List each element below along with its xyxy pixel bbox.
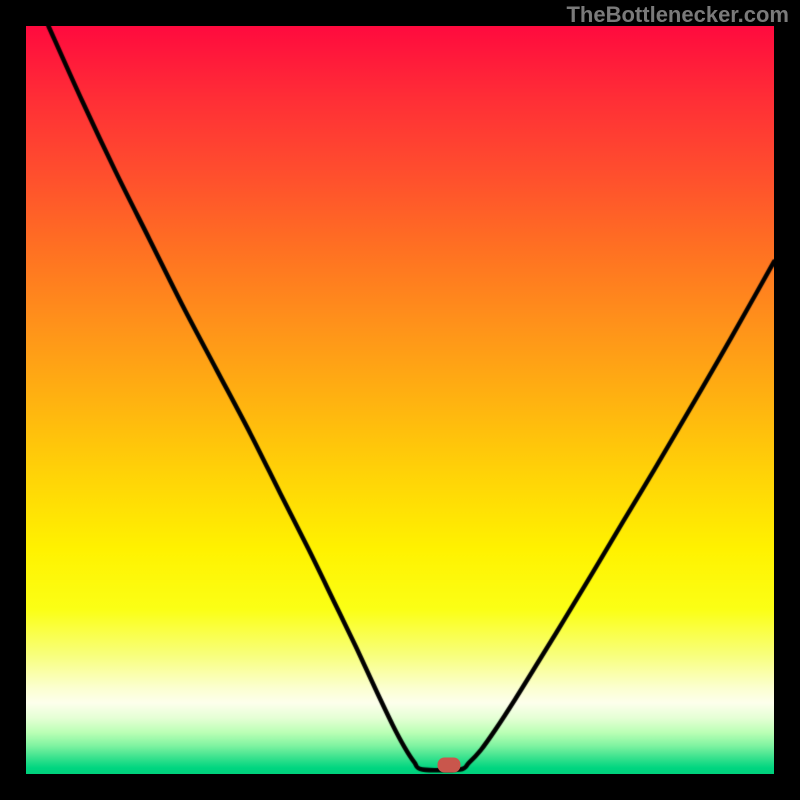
chart-frame: TheBottlenecker.com [0,0,800,800]
bottleneck-curve [26,26,774,774]
watermark-text: TheBottlenecker.com [566,2,789,28]
plot-area [26,26,774,774]
optimum-marker [437,758,460,773]
